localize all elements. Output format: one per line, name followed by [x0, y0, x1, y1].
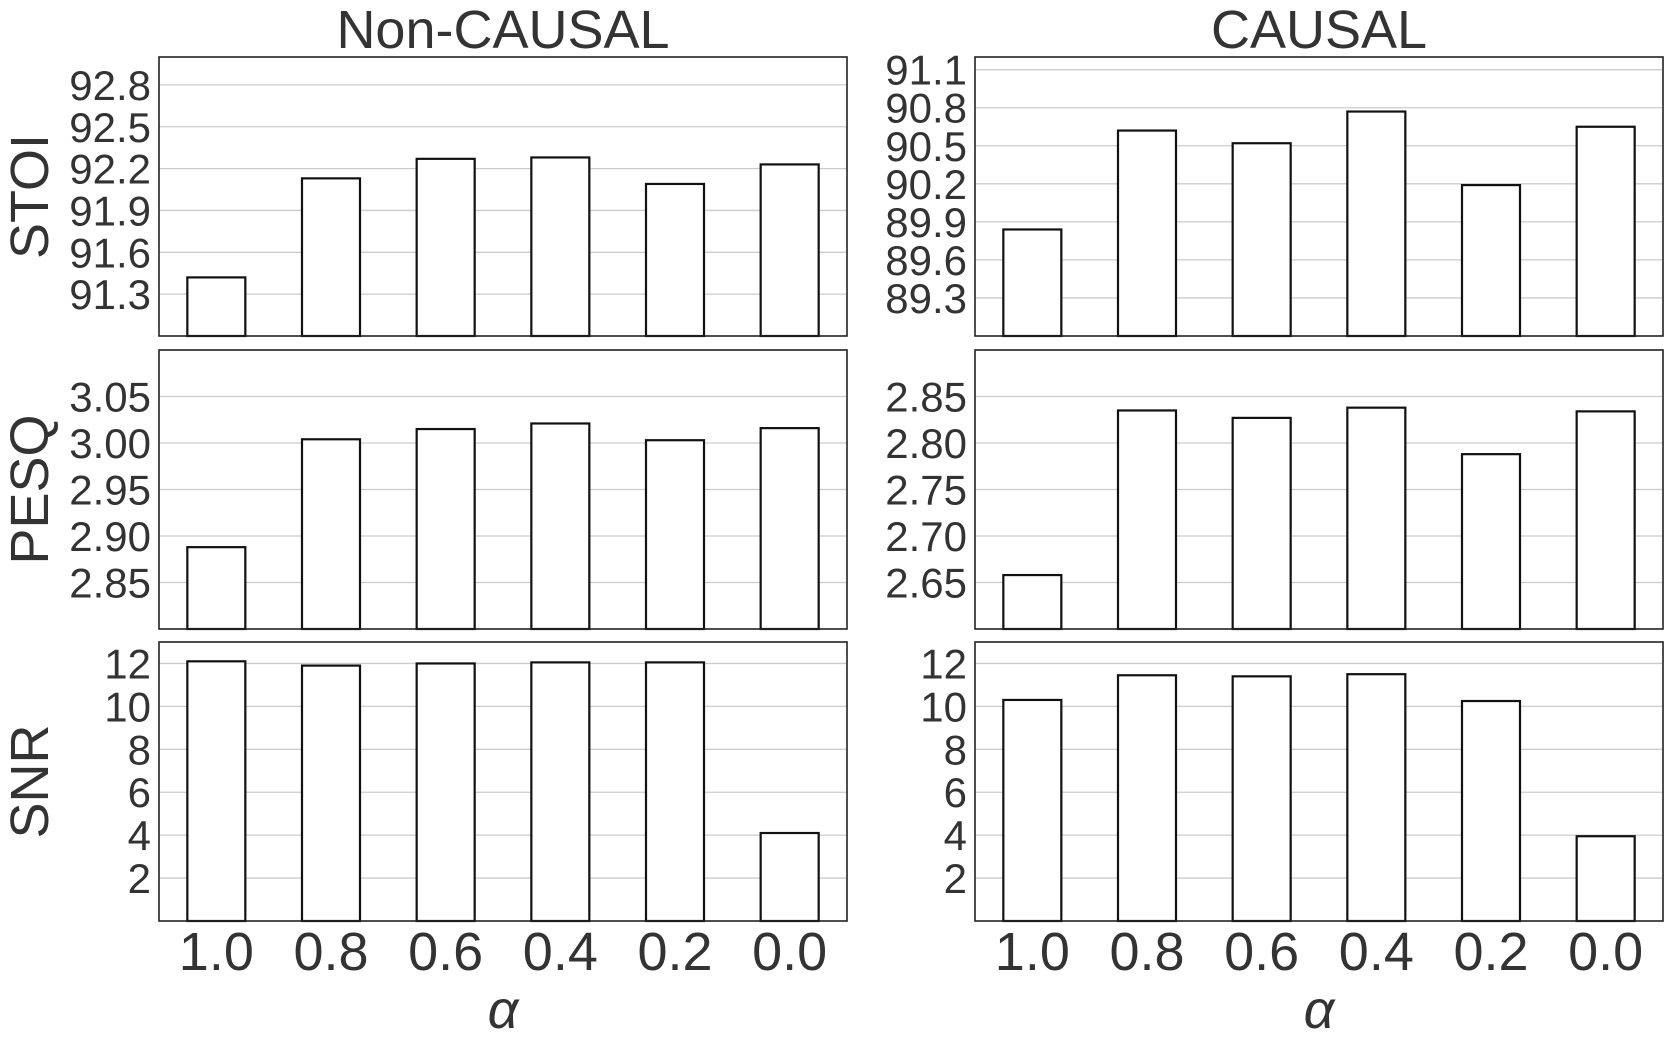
- row-label-stoi: STOI: [0, 134, 60, 259]
- bar: [1231, 675, 1292, 923]
- y-tick-label: 2.85: [69, 560, 151, 607]
- bar: [644, 182, 706, 338]
- bar: [1002, 573, 1063, 631]
- axes-frame: [974, 349, 1664, 630]
- y-tick-label: 2.90: [69, 513, 151, 560]
- y-tick-label: 2: [128, 855, 151, 902]
- bar: [644, 661, 706, 923]
- y-tick-label: 89.3: [885, 275, 967, 322]
- axes-frame: [974, 56, 1664, 337]
- bar: [186, 546, 247, 631]
- y-tick-label: 12: [104, 640, 151, 687]
- y-tick-label: 91.6: [69, 229, 151, 276]
- bar: [186, 276, 247, 338]
- y-tick-label: 2.70: [885, 513, 967, 560]
- y-tick-label: 91.3: [69, 271, 151, 318]
- x-tick-label: 0.6: [1224, 922, 1299, 982]
- y-tick-label: 89.9: [885, 199, 967, 246]
- y-tick-label: 2: [944, 855, 967, 902]
- bar: [1575, 410, 1636, 631]
- y-tick-label: 90.5: [885, 123, 967, 170]
- y-tick-label: 89.6: [885, 237, 967, 284]
- axes-frame: [158, 349, 848, 630]
- x-tick-label: 0.8: [293, 922, 368, 982]
- y-tick-label: 92.2: [69, 146, 151, 193]
- bar: [1460, 699, 1522, 923]
- y-tick-label: 3.05: [69, 374, 151, 421]
- y-tick-label: 6: [944, 769, 967, 816]
- bar: [644, 439, 706, 631]
- bar: [1460, 453, 1522, 631]
- y-tick-label: 2.65: [885, 560, 967, 607]
- bar: [530, 661, 591, 923]
- bar: [1346, 406, 1407, 631]
- y-tick-label: 8: [128, 726, 151, 773]
- bar: [1460, 183, 1522, 338]
- y-tick-label: 10: [920, 683, 967, 730]
- x-axis-label: α: [488, 980, 521, 1040]
- y-tick-label: 8: [944, 726, 967, 773]
- axes-frame: [158, 641, 848, 922]
- y-tick-label: 2.85: [885, 374, 967, 421]
- column-title: CAUSAL: [1211, 0, 1427, 60]
- bar: [415, 662, 476, 923]
- bar: [1346, 110, 1407, 338]
- x-tick-label: 1.0: [995, 922, 1070, 982]
- x-tick-label: 0.4: [1339, 922, 1414, 982]
- x-tick-label: 0.8: [1109, 922, 1184, 982]
- column-title: Non-CAUSAL: [336, 0, 669, 60]
- bar: [300, 438, 362, 631]
- axes-frame: [974, 641, 1664, 922]
- y-tick-label: 91.9: [69, 187, 151, 234]
- x-tick-label: 0.0: [1568, 922, 1643, 982]
- bar: [759, 163, 820, 338]
- bar: [1002, 698, 1063, 923]
- bar: [300, 664, 362, 923]
- bar: [1116, 409, 1178, 631]
- x-tick-label: 0.2: [1453, 922, 1528, 982]
- bar: [1116, 129, 1178, 338]
- bar: [415, 157, 476, 338]
- bar: [759, 831, 820, 923]
- y-tick-label: 12: [920, 640, 967, 687]
- bar: [186, 660, 247, 923]
- bar: [1231, 142, 1292, 338]
- x-tick-label: 0.6: [408, 922, 483, 982]
- y-tick-label: 92.5: [69, 104, 151, 151]
- y-tick-label: 90.2: [885, 161, 967, 208]
- y-tick-label: 4: [944, 812, 967, 859]
- x-axis-label: α: [1304, 980, 1337, 1040]
- bar: [530, 156, 591, 338]
- x-tick-label: 0.2: [637, 922, 712, 982]
- bar: [1575, 125, 1636, 338]
- y-tick-label: 90.8: [885, 85, 967, 132]
- row-label-snr: SNR: [0, 724, 60, 838]
- y-tick-label: 2.95: [69, 467, 151, 514]
- bar: [300, 177, 362, 338]
- bar: [1116, 674, 1178, 923]
- bar: [759, 427, 820, 631]
- bar: [1231, 416, 1292, 631]
- bar: [530, 422, 591, 631]
- y-tick-label: 6: [128, 769, 151, 816]
- y-tick-label: 91.1: [885, 47, 967, 94]
- y-tick-label: 2.80: [885, 420, 967, 467]
- bar: [1346, 673, 1407, 923]
- bar: [415, 427, 476, 631]
- x-tick-label: 0.4: [523, 922, 598, 982]
- bar: [1002, 228, 1063, 338]
- y-tick-label: 4: [128, 812, 151, 859]
- y-tick-label: 3.00: [69, 420, 151, 467]
- y-tick-label: 2.75: [885, 467, 967, 514]
- axes-frame: [158, 56, 848, 337]
- row-label-pesq: PESQ: [0, 414, 60, 564]
- y-tick-label: 92.8: [69, 62, 151, 109]
- y-tick-label: 10: [104, 683, 151, 730]
- x-tick-label: 1.0: [179, 922, 254, 982]
- x-tick-label: 0.0: [752, 922, 827, 982]
- bar: [1575, 835, 1636, 923]
